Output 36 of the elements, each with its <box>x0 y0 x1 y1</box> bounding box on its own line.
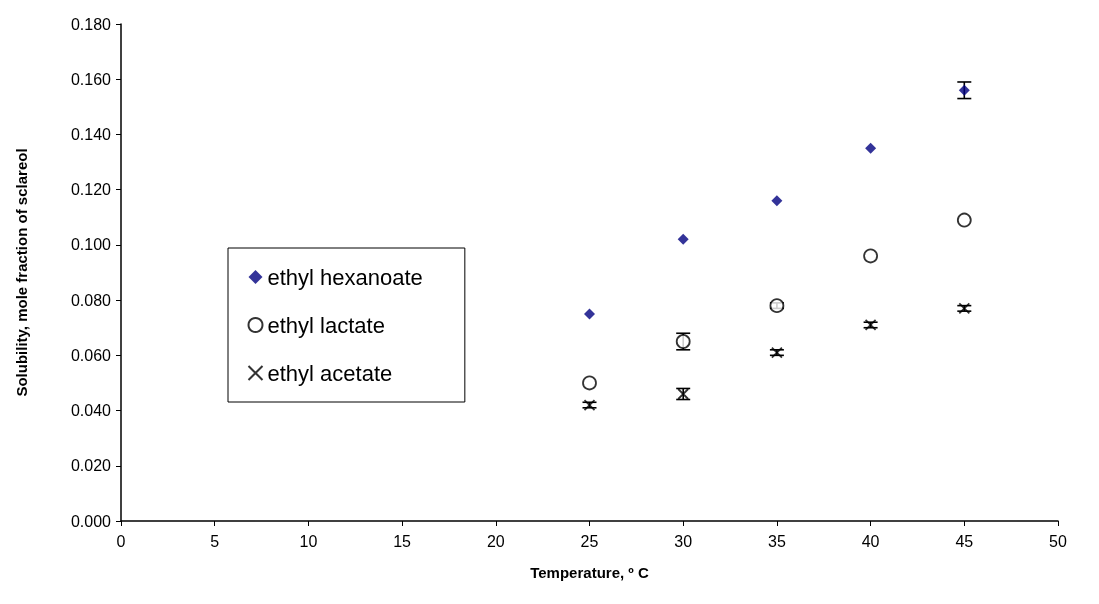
x-tick-label: 20 <box>486 532 505 550</box>
x-tick-label: 45 <box>955 532 974 550</box>
x-axis-title: Temperature, º C <box>530 564 649 581</box>
y-tick-label: 0.100 <box>70 236 112 254</box>
legend-label: ethyl acetate <box>267 360 393 386</box>
point <box>956 212 972 228</box>
point <box>677 233 689 245</box>
y-tick-label: 0.140 <box>70 125 112 143</box>
y-tick-label: 0.060 <box>70 346 112 364</box>
x-tick-label: 15 <box>393 532 412 550</box>
point <box>863 248 878 264</box>
x-tick-label: 50 <box>1049 532 1067 550</box>
y-tick-label: 0.120 <box>70 181 112 199</box>
point <box>958 302 971 315</box>
y-tick-label: 0.160 <box>70 70 112 88</box>
point <box>584 308 595 320</box>
y-tick-label: 0.000 <box>70 512 112 530</box>
y-tick-label: 0.020 <box>70 457 112 475</box>
y-tick-label: 0.080 <box>70 291 112 309</box>
point <box>582 375 597 391</box>
point <box>958 84 970 96</box>
y-axis-title: Solubility, mole fraction of sclareol <box>13 148 30 397</box>
x-tick-label: 25 <box>580 532 599 550</box>
legend-label: ethyl hexanoate <box>267 264 423 290</box>
point <box>769 298 785 314</box>
x-tick-label: 5 <box>210 532 220 550</box>
point <box>771 195 783 207</box>
y-tick-label: 0.180 <box>70 15 112 33</box>
x-tick-label: 30 <box>674 532 693 550</box>
legend-label: ethyl lactate <box>267 312 385 338</box>
x-tick-label: 10 <box>299 532 318 550</box>
point <box>865 142 877 154</box>
x-tick-label: 35 <box>768 532 786 550</box>
y-tick-label: 0.040 <box>70 402 112 420</box>
x-tick-label: 40 <box>861 532 880 550</box>
x-tick-label: 0 <box>116 532 126 550</box>
